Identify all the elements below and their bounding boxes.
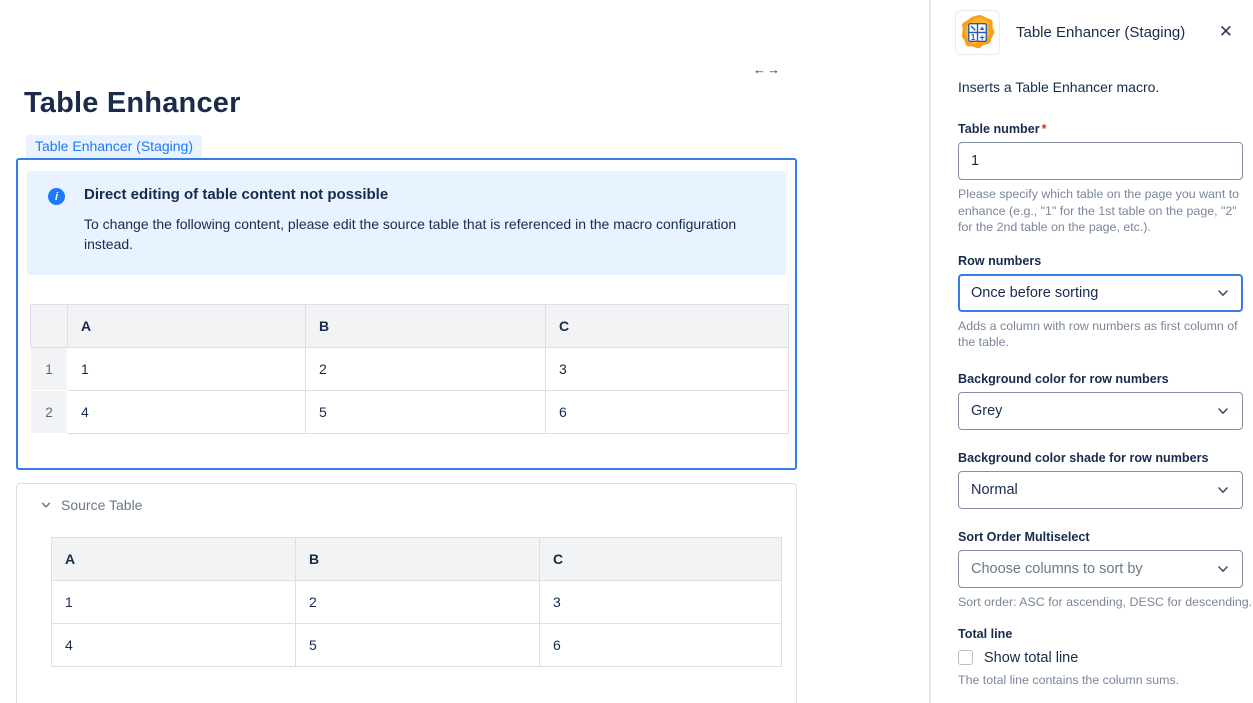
preview-table-row: 1 1 2 3	[30, 347, 789, 391]
field-total-line: Total line Show total line The total lin…	[958, 626, 1243, 689]
preview-cell: 6	[545, 390, 789, 434]
total-line-label: Total line	[958, 626, 1013, 641]
source-cell: 3	[539, 580, 782, 624]
table-number-input[interactable]	[958, 142, 1243, 180]
macro-preview-panel[interactable]: i Direct editing of table content not po…	[16, 158, 797, 470]
preview-cell: 1	[67, 347, 306, 391]
svg-text:+: +	[979, 32, 985, 42]
bg-shade-label: Background color shade for row numbers	[958, 450, 1209, 465]
bg-color-select[interactable]: Grey	[958, 391, 1243, 430]
sort-order-label: Sort Order Multiselect	[958, 529, 1090, 544]
macro-description: Inserts a Table Enhancer macro.	[958, 79, 1160, 95]
required-marker: *	[1041, 122, 1047, 136]
page-title: Table Enhancer	[24, 87, 241, 119]
close-button[interactable]: ✕	[1215, 22, 1237, 43]
source-cell: 1	[51, 580, 296, 624]
source-header-cell: A	[51, 537, 296, 581]
bg-shade-select[interactable]: Normal	[958, 470, 1243, 509]
preview-table-header-row: A B C	[30, 304, 789, 348]
sort-order-select[interactable]: Choose columns to sort by	[958, 549, 1243, 588]
preview-header-cell: B	[305, 304, 546, 348]
chevron-down-icon	[1218, 487, 1228, 493]
source-table-toggle[interactable]: Source Table	[17, 484, 142, 513]
preview-cell: 3	[545, 347, 789, 391]
preview-table: A B C 1 1 2 3 2 4 5 6	[30, 304, 789, 434]
info-icon: i	[48, 188, 65, 205]
show-total-line-text: Show total line	[984, 649, 1079, 666]
macro-config-sidebar: 1 + Table Enhancer (Staging) ✕ Inserts a…	[929, 0, 1253, 703]
show-total-line-checkbox[interactable]	[958, 650, 973, 666]
bg-shade-selected-value: Normal	[971, 481, 1018, 498]
table-number-help: Please specify which table on the page y…	[958, 187, 1240, 235]
info-message-body: To change the following content, please …	[84, 216, 737, 252]
row-numbers-select[interactable]: Once before sorting	[958, 273, 1243, 312]
row-number-cell: 2	[30, 390, 68, 434]
sidebar-title: Table Enhancer (Staging)	[1016, 24, 1186, 41]
chevron-down-icon	[1218, 289, 1228, 296]
preview-header-cell: A	[67, 304, 306, 348]
preview-cell: 4	[67, 390, 306, 434]
source-cell: 6	[539, 623, 782, 667]
info-message-title: Direct editing of table content not poss…	[84, 186, 389, 203]
svg-text:1: 1	[971, 33, 976, 42]
row-numbers-selected-value: Once before sorting	[971, 284, 1099, 301]
row-number-cell: 1	[30, 347, 68, 391]
preview-table-row: 2 4 5 6	[30, 390, 789, 434]
source-table-panel: Source Table A B C 1 2 3 4 5 6	[16, 483, 797, 703]
resize-width-icon[interactable]: ←→	[753, 62, 781, 77]
source-header-cell: B	[295, 537, 540, 581]
chevron-down-icon	[1218, 566, 1228, 572]
source-table-header-row: A B C	[51, 537, 782, 581]
source-cell: 5	[295, 623, 540, 667]
source-cell: 2	[295, 580, 540, 624]
table-number-label: Table number *	[958, 122, 1047, 136]
sort-order-placeholder: Choose columns to sort by	[971, 560, 1143, 577]
preview-corner-cell	[30, 304, 68, 348]
source-table-toggle-label: Source Table	[61, 497, 143, 513]
row-numbers-label: Row numbers	[958, 253, 1042, 268]
source-table: A B C 1 2 3 4 5 6	[51, 537, 782, 667]
chevron-down-icon	[1218, 408, 1228, 414]
row-numbers-help: Adds a column with row numbers as first …	[958, 318, 1238, 350]
source-table-row: 1 2 3	[51, 580, 782, 624]
chevron-down-icon	[41, 502, 51, 508]
table-enhancer-app-icon: 1 +	[955, 10, 1000, 55]
bg-color-label: Background color for row numbers	[958, 371, 1169, 386]
macro-tag-label[interactable]: Table Enhancer (Staging)	[26, 135, 202, 158]
sort-order-help: Sort order: ASC for ascending, DESC for …	[958, 594, 1253, 609]
field-bg-shade: Background color shade for row numbers N…	[958, 450, 1243, 509]
sidebar-body: Inserts a Table Enhancer macro. Table nu…	[931, 79, 1253, 688]
field-bg-color: Background color for row numbers Grey	[958, 371, 1243, 430]
info-message-box: i Direct editing of table content not po…	[27, 171, 786, 275]
field-row-numbers: Row numbers Once before sorting Adds a c…	[958, 253, 1243, 351]
total-line-help: The total line contains the column sums.	[958, 672, 1180, 687]
show-total-line-row[interactable]: Show total line	[958, 650, 1243, 666]
field-table-number: Table number* Please specify which table…	[958, 121, 1243, 236]
editor-main-area: ←→ Table Enhancer Table Enhancer (Stagin…	[16, 62, 797, 703]
sidebar-header: 1 + Table Enhancer (Staging) ✕	[931, 0, 1253, 55]
source-table-row: 4 5 6	[51, 623, 782, 667]
preview-header-cell: C	[545, 304, 789, 348]
info-message-content: Direct editing of table content not poss…	[84, 186, 766, 254]
field-sort-order: Sort Order Multiselect Choose columns to…	[958, 529, 1253, 611]
bg-color-selected-value: Grey	[971, 402, 1003, 419]
preview-cell: 2	[305, 347, 546, 391]
source-header-cell: C	[539, 537, 782, 581]
preview-cell: 5	[305, 390, 546, 434]
source-cell: 4	[51, 623, 296, 667]
